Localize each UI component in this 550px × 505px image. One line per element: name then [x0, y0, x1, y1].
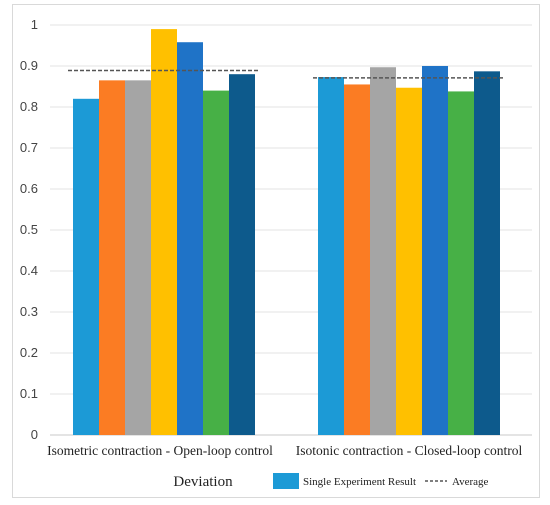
y-tick-label: 0.3	[20, 304, 38, 319]
bar	[125, 80, 151, 435]
x-axis-categories: Isometric contraction - Open-loop contro…	[47, 443, 522, 458]
y-tick-label: 0	[31, 427, 38, 442]
bar	[318, 77, 344, 435]
bar	[203, 90, 229, 435]
x-category-label: Isometric contraction - Open-loop contro…	[47, 443, 273, 458]
x-category-label: Isotonic contraction - Closed-loop contr…	[296, 443, 523, 458]
bars	[73, 29, 500, 436]
y-tick-label: 0.9	[20, 58, 38, 73]
bar	[422, 66, 448, 435]
y-tick-label: 0.2	[20, 345, 38, 360]
y-tick-label: 0.4	[20, 263, 38, 278]
bar	[344, 84, 370, 435]
bar	[177, 42, 203, 435]
legend-swatch-bar	[273, 473, 299, 489]
bar	[151, 29, 177, 435]
bar	[370, 67, 396, 435]
bar	[448, 91, 474, 436]
bar	[229, 74, 255, 435]
y-tick-label: 0.5	[20, 222, 38, 237]
bar	[73, 98, 99, 436]
legend-label-average: Average	[452, 476, 489, 488]
average-lines	[68, 69, 504, 79]
legend-label-single-result: Single Experiment Result	[303, 476, 416, 488]
bar	[99, 80, 125, 435]
y-tick-label: 0.8	[20, 99, 38, 114]
legend: Single Experiment Result Average	[273, 473, 489, 489]
y-tick-label: 0.6	[20, 181, 38, 196]
y-tick-label: 1	[31, 17, 38, 32]
y-tick-label: 0.7	[20, 140, 38, 155]
bar	[474, 71, 500, 435]
y-axis-ticks: 0 0.1 0.2 0.3 0.4 0.5 0.6 0.7 0.8 0.9 1	[20, 17, 38, 442]
bar	[396, 87, 422, 435]
x-axis-title: Deviation	[173, 474, 233, 490]
y-tick-label: 0.1	[20, 386, 38, 401]
